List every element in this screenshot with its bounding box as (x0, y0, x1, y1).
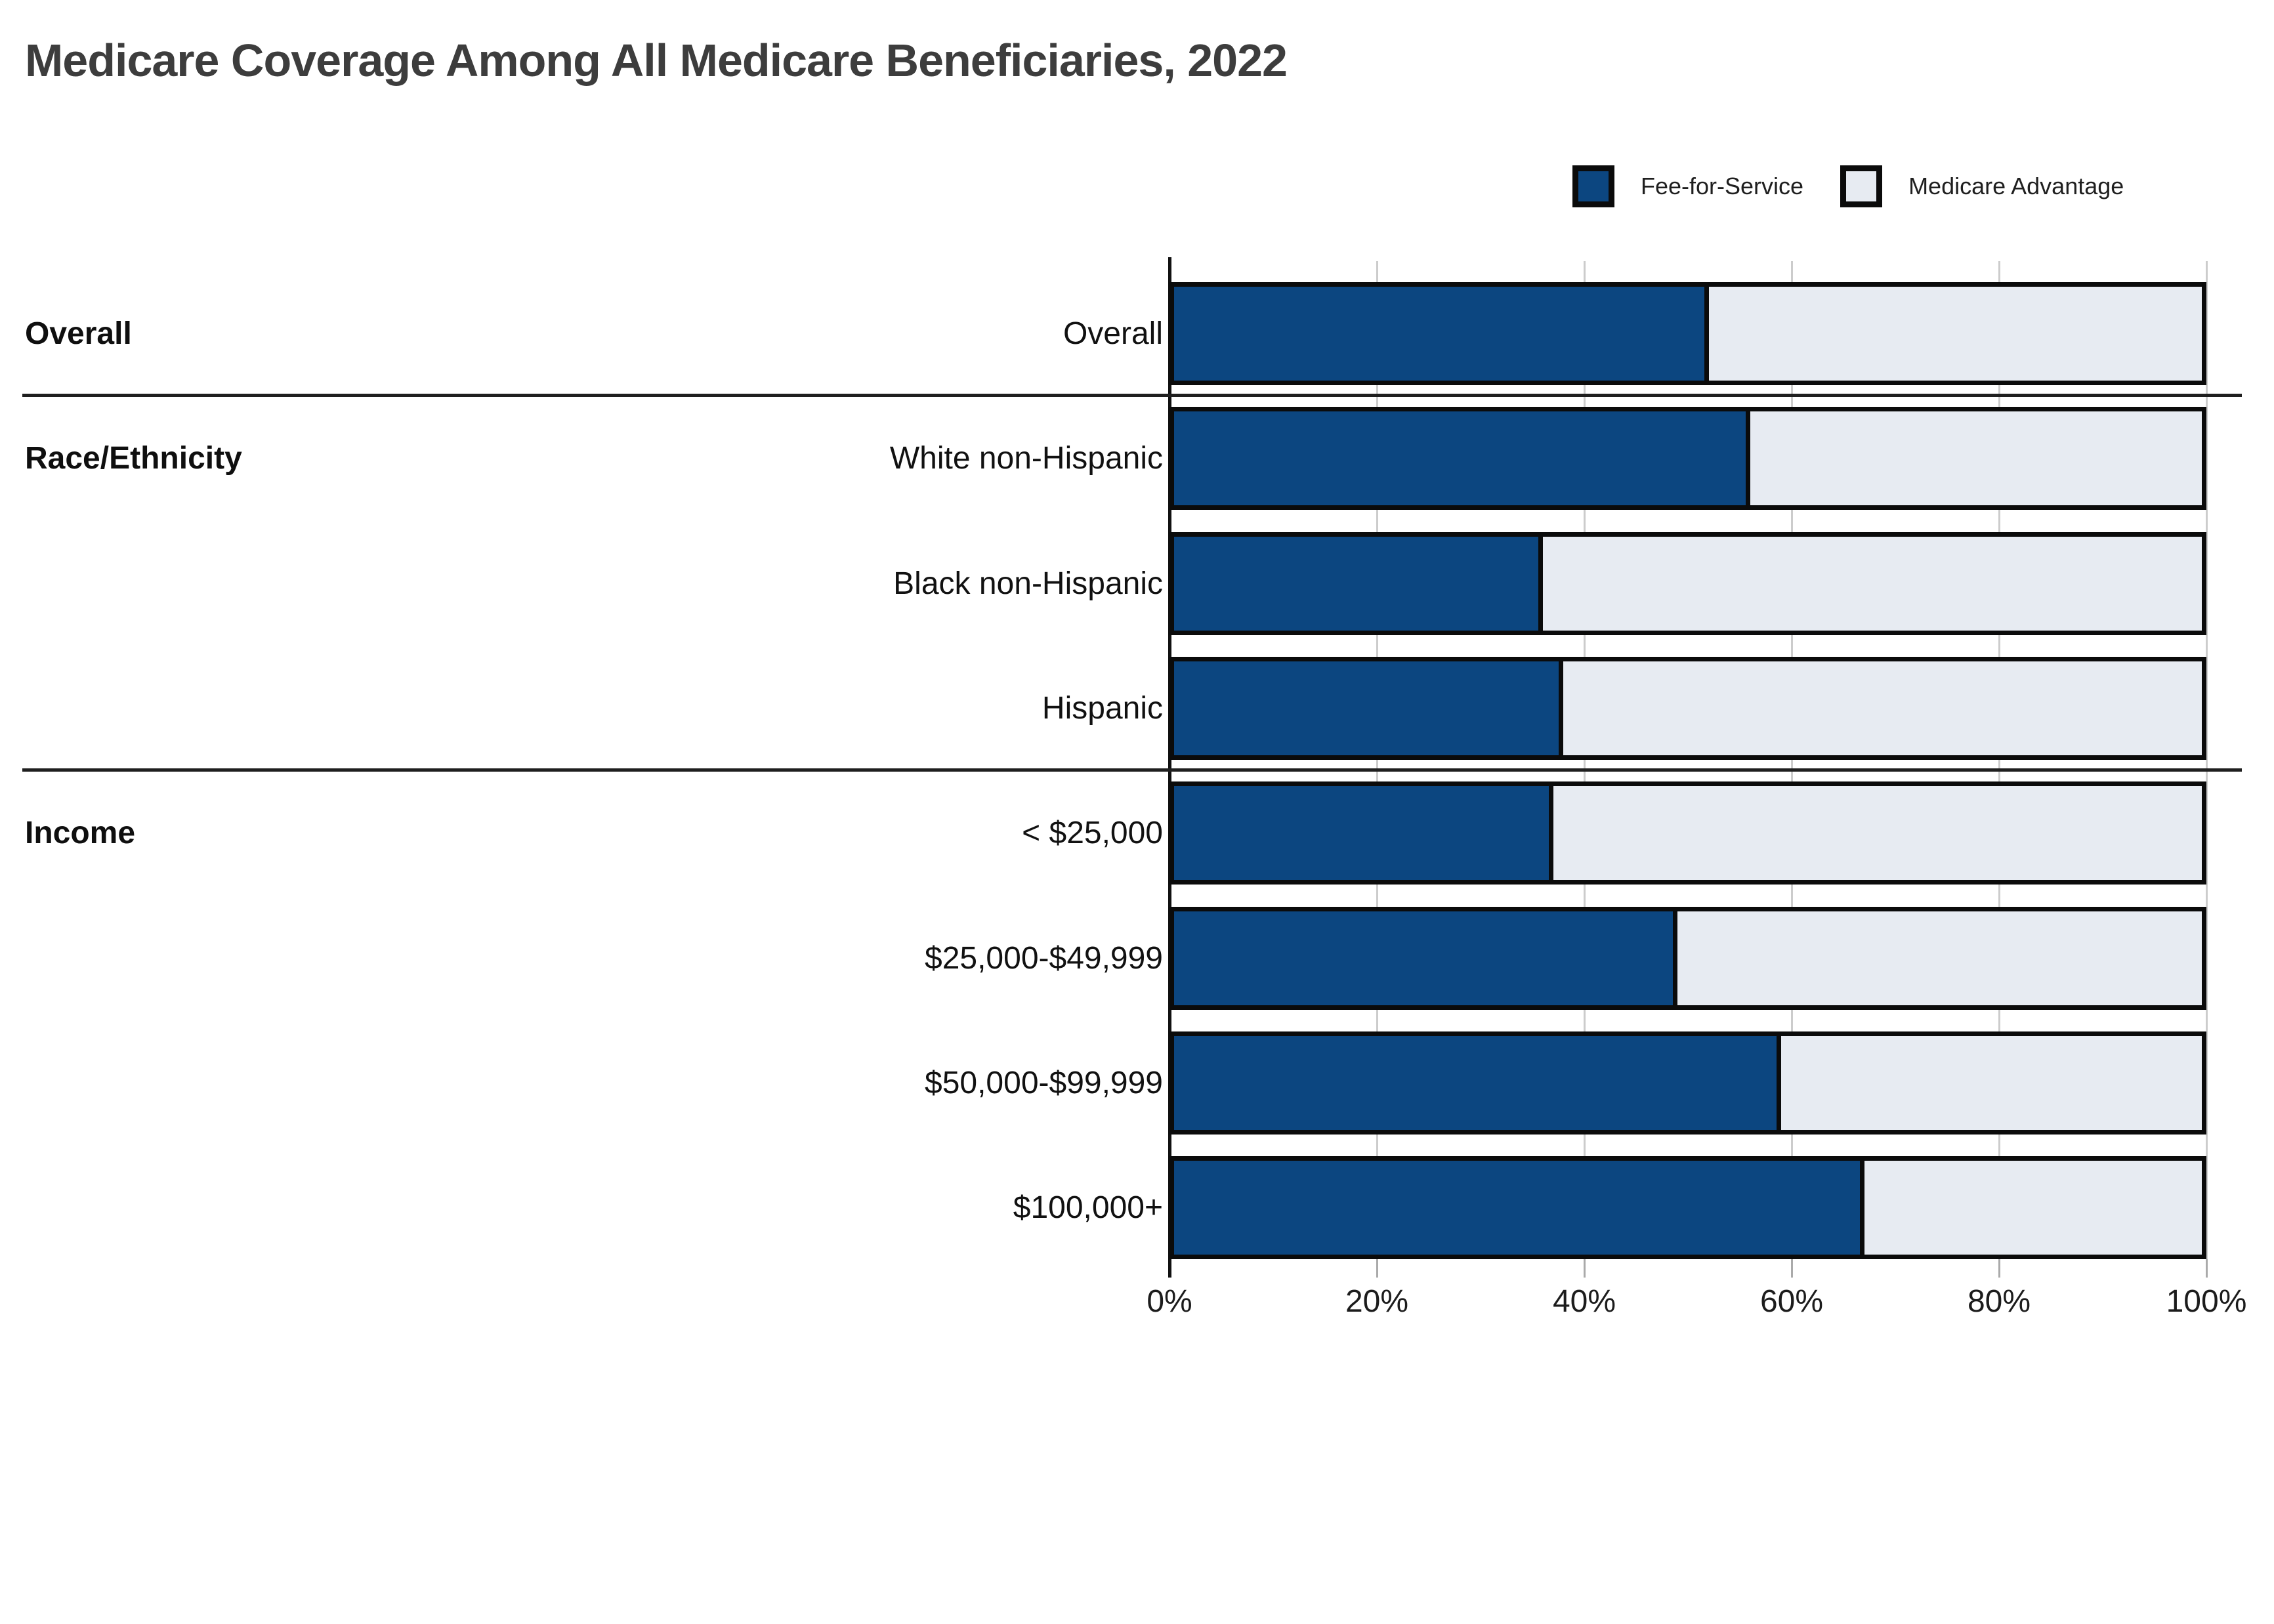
row-label-hispanic: Hispanic (1042, 691, 1163, 726)
x-axis-tick-label-0: 0% (1147, 1284, 1192, 1319)
bar-segment-fee-for-service-25-000 (1169, 781, 1553, 885)
legend-item-fee-for-service: Fee-for-Service (1572, 165, 1803, 207)
x-axis-tick-60 (1791, 1259, 1793, 1278)
row-label-black-non-hispanic: Black non-Hispanic (893, 566, 1163, 601)
bar-segment-fee-for-service-overall (1169, 282, 1709, 385)
bar-segment-medicare-advantage-50-000-99-999 (1781, 1031, 2206, 1135)
group-header-race-ethnicity: Race/Ethnicity (25, 441, 242, 476)
x-axis-tick-label-60: 60% (1759, 1284, 1824, 1319)
gridline-80 (1998, 261, 2000, 1259)
row-label-100-000: $100,000+ (1013, 1190, 1163, 1225)
x-axis-tick-label-20: 20% (1345, 1284, 1409, 1319)
bar-segment-medicare-advantage-overall (1709, 282, 2206, 385)
x-axis-tick-40 (1584, 1259, 1586, 1278)
gridline-20 (1376, 261, 1378, 1259)
bar-segment-fee-for-service-white-non-hispanic (1169, 407, 1750, 510)
legend-item-medicare-advantage: Medicare Advantage (1840, 165, 2124, 207)
row-label-overall: Overall (1063, 316, 1163, 351)
chart-title: Medicare Coverage Among All Medicare Ben… (25, 35, 1288, 86)
x-axis-tick-label-100: 100% (2166, 1284, 2247, 1319)
group-header-overall: Overall (25, 316, 132, 351)
legend-swatch-fee-for-service-icon (1572, 165, 1614, 207)
bar-segment-medicare-advantage-25-000-49-999 (1677, 907, 2206, 1010)
group-header-income: Income (25, 816, 136, 850)
bar-segment-fee-for-service-black-non-hispanic (1169, 532, 1543, 635)
bar-segment-medicare-advantage-hispanic (1563, 657, 2206, 760)
bar-segment-fee-for-service-25-000-49-999 (1169, 907, 1677, 1010)
group-separator-1 (22, 768, 2242, 772)
bar-segment-fee-for-service-hispanic (1169, 657, 1563, 760)
x-axis-tick-100 (2206, 1259, 2208, 1278)
legend-label-fee-for-service: Fee-for-Service (1641, 173, 1804, 199)
bar-segment-medicare-advantage-25-000 (1553, 781, 2206, 885)
bar-segment-medicare-advantage-white-non-hispanic (1750, 407, 2206, 510)
legend-swatch-medicare-advantage-icon (1840, 165, 1883, 207)
x-axis-tick-label-80: 80% (1967, 1284, 2031, 1319)
legend: Fee-for-Service Medicare Advantage (1572, 165, 2124, 207)
bar-segment-fee-for-service-100-000 (1169, 1156, 1864, 1259)
row-label-50-000-99-999: $50,000-$99,999 (925, 1066, 1163, 1100)
legend-label-medicare-advantage: Medicare Advantage (1908, 173, 2124, 199)
group-separator-0 (22, 394, 2242, 397)
y-axis-line (1168, 257, 1171, 1278)
x-axis-tick-20 (1376, 1259, 1378, 1278)
row-label-25-000: < $25,000 (1022, 816, 1163, 850)
bar-segment-fee-for-service-50-000-99-999 (1169, 1031, 1781, 1135)
row-label-25-000-49-999: $25,000-$49,999 (925, 941, 1163, 976)
gridline-40 (1584, 261, 1586, 1259)
bar-segment-medicare-advantage-black-non-hispanic (1543, 532, 2206, 635)
gridline-60 (1791, 261, 1793, 1259)
x-axis-tick-label-40: 40% (1552, 1284, 1616, 1319)
row-label-white-non-hispanic: White non-Hispanic (889, 441, 1163, 476)
x-axis-tick-80 (1998, 1259, 2000, 1278)
bar-segment-medicare-advantage-100-000 (1864, 1156, 2206, 1259)
gridline-100 (2206, 261, 2208, 1259)
